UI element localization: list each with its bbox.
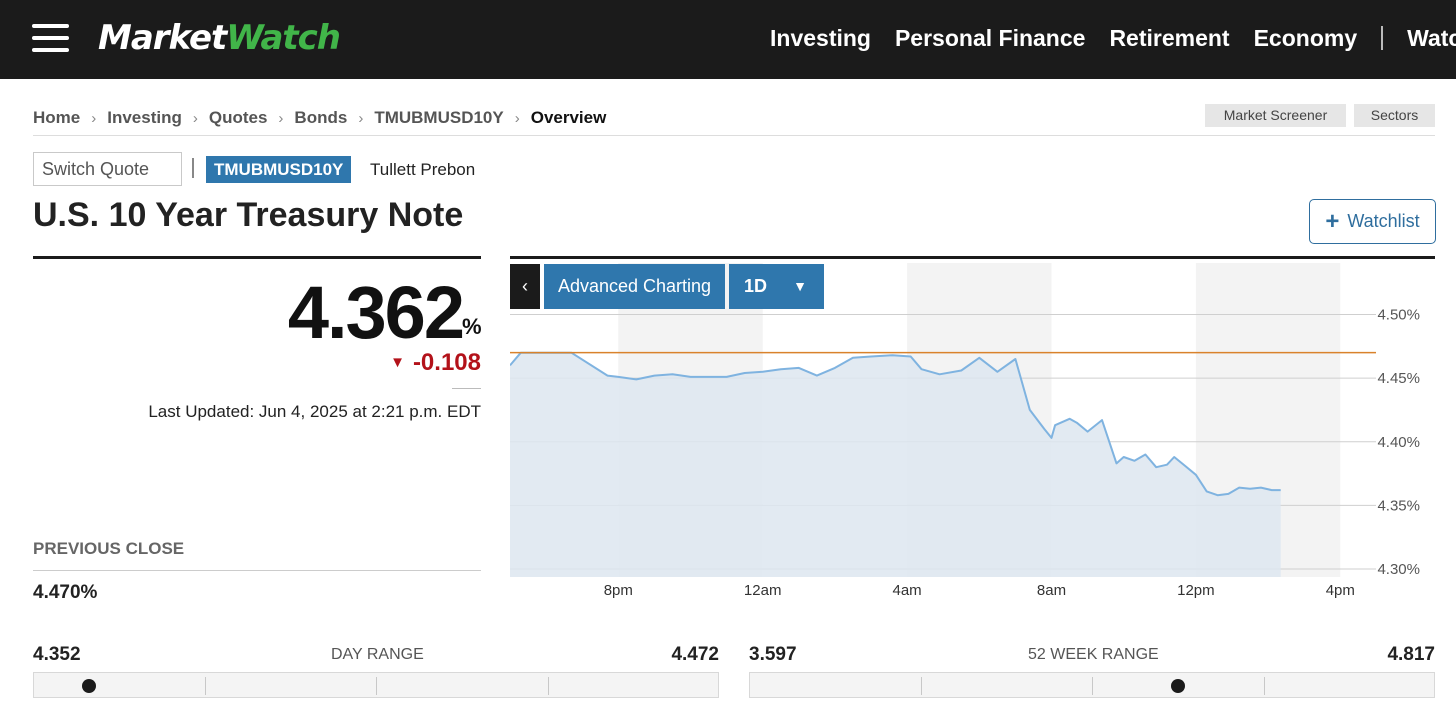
intraday-chart[interactable]: 4.50% 4.45% 4.40% 4.35% 4.30% 8pm 12am 4am 8am 12…	[510, 259, 1435, 609]
divider	[33, 570, 481, 571]
nav-watchlist[interactable]: Watch	[1407, 25, 1456, 51]
market-screener-button[interactable]: Market Screener	[1205, 104, 1346, 127]
time-range-dropdown[interactable]: 1D ▼	[729, 264, 824, 309]
nav-economy[interactable]: Economy	[1253, 25, 1358, 51]
breadcrumb-bonds[interactable]: Bonds	[294, 108, 348, 127]
chevron-right-icon: ›	[192, 109, 198, 127]
yield-area	[510, 352, 1281, 577]
breadcrumb-divider	[33, 135, 1435, 136]
x-tick-label: 12am	[744, 582, 782, 599]
divider	[452, 388, 481, 389]
divider	[192, 158, 194, 178]
day-range-low: 4.352	[33, 644, 81, 665]
breadcrumb-investing[interactable]: Investing	[107, 108, 182, 127]
price-change: ▼ -0.108	[33, 348, 481, 378]
main-nav: Investing Personal Finance Retirement Ec…	[770, 22, 1456, 54]
day-range-high: 4.472	[671, 644, 719, 665]
x-tick-label: 12pm	[1177, 582, 1215, 599]
watchlist-label: Watchlist	[1347, 211, 1420, 231]
x-tick-label: 4pm	[1326, 582, 1355, 599]
nav-divider	[1381, 26, 1384, 50]
switch-quote-input[interactable]: Switch Quote	[33, 152, 182, 186]
nav-personal-finance[interactable]: Personal Finance	[894, 25, 1086, 51]
chevron-right-icon: ›	[278, 109, 284, 127]
chevron-right-icon: ›	[91, 109, 97, 127]
exchange-name: Tullett Prebon	[370, 160, 476, 179]
breadcrumb-quotes[interactable]: Quotes	[208, 108, 268, 127]
add-to-watchlist-button[interactable]: + Watchlist	[1309, 199, 1436, 244]
price-change-value: -0.108	[412, 349, 481, 376]
symbol-badge: TMUBMUSD10Y	[206, 156, 352, 183]
breadcrumb-home[interactable]: Home	[33, 108, 81, 127]
day-range-bar	[33, 672, 719, 698]
plus-icon: +	[1325, 208, 1340, 235]
x-tick-label: 4am	[893, 582, 922, 599]
top-navigation-bar: MarketWatch Investing Personal Finance R…	[0, 0, 1456, 79]
week52-range-low: 3.597	[749, 644, 797, 665]
yield-line	[510, 351, 1281, 497]
advanced-charting-button[interactable]: Advanced Charting	[544, 264, 725, 309]
week52-range-label: 52 WEEK RANGE	[1028, 646, 1159, 663]
breadcrumb-symbol[interactable]: TMUBMUSD10Y	[374, 108, 504, 127]
price-divider	[33, 256, 481, 259]
down-triangle-icon: ▼	[390, 354, 405, 371]
page-title: U.S. 10 Year Treasury Note	[33, 196, 464, 234]
day-range-marker	[81, 679, 96, 693]
previous-close-value: 4.470%	[33, 582, 98, 603]
breadcrumb: Home › Investing › Quotes › Bonds › TMUBMUSD…	[33, 108, 606, 128]
time-range-value: 1D	[744, 276, 768, 296]
day-range-label: DAY RANGE	[331, 646, 424, 663]
sectors-button[interactable]: Sectors	[1354, 104, 1435, 127]
y-tick-label: 4.35%	[1377, 497, 1420, 514]
last-updated: Last Updated: Jun 4, 2025 at 2:21 p.m. E…	[148, 402, 481, 421]
y-tick-label: 4.30%	[1377, 561, 1420, 578]
week52-range-high: 4.817	[1387, 644, 1435, 665]
nav-investing[interactable]: Investing	[770, 25, 871, 51]
week52-range-bar	[749, 672, 1435, 698]
previous-close-label: PREVIOUS CLOSE	[33, 539, 185, 558]
x-tick-label: 8pm	[604, 582, 633, 599]
marketwatch-logo[interactable]: MarketWatch	[98, 18, 341, 58]
nav-retirement[interactable]: Retirement	[1109, 25, 1230, 51]
y-tick-label: 4.50%	[1377, 307, 1420, 324]
y-tick-label: 4.45%	[1377, 370, 1420, 387]
x-tick-label: 8am	[1037, 582, 1066, 599]
chevron-right-icon: ›	[514, 109, 520, 127]
week52-range-marker	[1171, 679, 1186, 693]
chevron-left-icon[interactable]: ‹	[510, 264, 540, 309]
caret-down-icon: ▼	[793, 278, 807, 294]
current-price: 4.362	[287, 271, 465, 354]
breadcrumb-current: Overview	[530, 108, 607, 127]
chevron-right-icon: ›	[358, 109, 364, 127]
price-unit: %	[462, 314, 482, 339]
y-tick-label: 4.40%	[1377, 434, 1420, 451]
menu-icon[interactable]	[32, 24, 69, 52]
chart-divider	[510, 256, 1435, 259]
